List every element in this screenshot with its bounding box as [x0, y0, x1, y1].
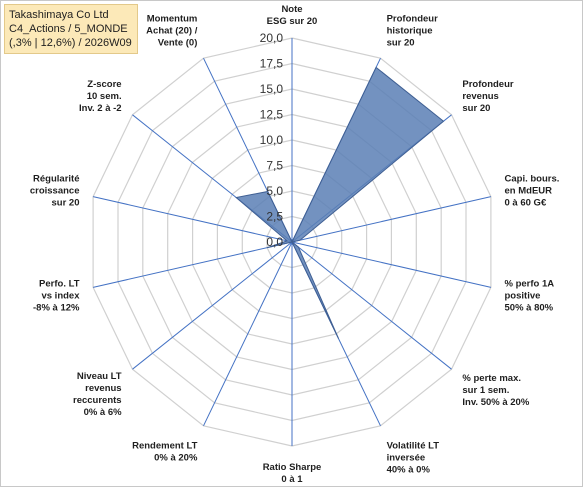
axis-label-line: historique	[387, 26, 433, 37]
axis-label-line: Capi. bours.	[505, 174, 560, 185]
axis-spoke	[291, 241, 452, 370]
axis-label-line: Inv. 2 à -2	[79, 103, 122, 114]
tick-label: 12,5	[260, 108, 284, 122]
axis-label: Rendement LT 0% à 20%	[132, 440, 198, 463]
tick-label: 5,0	[266, 184, 283, 198]
series-area	[235, 66, 445, 339]
axis-label-line: revenus	[85, 383, 121, 394]
axis-label-line: Inv. 50% à 20%	[462, 397, 529, 408]
range-and-week: (,3% | 12,6%) / 2026W09	[9, 37, 132, 49]
axis-label: Profondeur revenus sur 20	[462, 79, 513, 114]
axis-label-line: Ratio Sharpe	[263, 462, 322, 473]
axis-label-line: 50% à 80%	[505, 303, 554, 314]
axis-label-line: Achat (20) /	[146, 26, 198, 37]
axis-label: Ratio Sharpe 0 à 1	[263, 462, 322, 485]
axis-label-line: reccurents	[73, 395, 122, 406]
axis-label-line: vs index	[41, 291, 80, 302]
axis-label-line: sur 1 sem.	[462, 385, 509, 396]
axis-label-line: 0 à 1	[281, 474, 303, 485]
tick-label: 0,0	[266, 235, 283, 249]
axis-label-line: sur 20	[387, 38, 415, 49]
axis-label-line: Vente (0)	[158, 38, 198, 49]
axis-spoke	[92, 196, 293, 243]
axis-label-line: 10 sem.	[87, 91, 122, 102]
axis-label-line: sur 20	[462, 103, 490, 114]
axis-spoke	[132, 241, 293, 370]
axis-label-line: 0 à 60 G€	[505, 198, 547, 209]
axis-spoke	[291, 196, 492, 243]
axis-label: Profondeur historique sur 20	[387, 14, 438, 49]
axis-label-line: % perte max.	[462, 373, 521, 384]
axis-label-line: 0% à 6%	[84, 407, 123, 418]
axis-label-line: Profondeur	[462, 79, 513, 90]
axis-spoke	[92, 241, 293, 288]
axis-label-line: % perfo 1A	[505, 279, 555, 290]
axis-label-line: Régularité	[33, 174, 79, 185]
axis-label-line: positive	[505, 291, 541, 302]
tick-label: 2,5	[266, 210, 283, 224]
axis-label: Perfo. LT vs index -8% à 12%	[33, 279, 80, 314]
tick-label: 20,0	[260, 31, 284, 45]
axis-label: Volatilité LT inversée 40% à 0%	[387, 440, 440, 475]
tick-label: 10,0	[260, 133, 284, 147]
axis-label-line: Profondeur	[387, 14, 438, 25]
axis-label: Momentum Achat (20) / Vente (0)	[146, 14, 198, 49]
axis-label-line: Volatilité LT	[387, 440, 440, 451]
axis-label: % perte max. sur 1 sem. Inv. 50% à 20%	[462, 373, 529, 408]
axis-label: Niveau LT revenus reccurents 0% à 6%	[73, 371, 122, 418]
axis-label: Régularité croissance sur 20	[30, 174, 80, 209]
axis-label-line: revenus	[462, 91, 498, 102]
axis-label: Note ESG sur 20	[267, 4, 318, 27]
axis-spoke	[291, 241, 492, 288]
axis-label-line: Niveau LT	[77, 371, 122, 382]
axis-label-line: -8% à 12%	[33, 303, 80, 314]
axis-label-line: ESG sur 20	[267, 16, 318, 27]
axis-label-line: Rendement LT	[132, 440, 197, 451]
tick-label: 17,5	[260, 57, 284, 71]
radar-series	[235, 66, 445, 339]
axis-label: Z-score 10 sem. Inv. 2 à -2	[79, 79, 122, 114]
axis-label-line: sur 20	[52, 198, 80, 209]
axis-label-line: Z-score	[87, 79, 121, 90]
info-box: Takashimaya Co Ltd C4_Actions / 5_MONDE …	[4, 4, 138, 54]
axis-label-line: en MdEUR	[505, 186, 553, 197]
axis-label: Capi. bours. en MdEUR 0 à 60 G€	[505, 174, 560, 209]
portfolio-category: C4_Actions / 5_MONDE	[9, 23, 128, 35]
axis-label-line: Note	[281, 4, 302, 15]
axis-label-line: inversée	[387, 452, 426, 463]
tick-label: 7,5	[266, 159, 283, 173]
axis-spoke	[203, 241, 293, 427]
company-name: Takashimaya Co Ltd	[9, 9, 109, 21]
radar-axis-labels: Note ESG sur 20 Profondeur historique sur 20…	[30, 4, 560, 485]
axis-label-line: 40% à 0%	[387, 464, 431, 475]
axis-label-line: croissance	[30, 186, 80, 197]
tick-label: 15,0	[260, 82, 284, 96]
radar-tick-labels: 0,0 2,5 5,0 7,5 10,0 12,5 15,0 17,5 20,0	[260, 31, 284, 249]
axis-label-line: Perfo. LT	[39, 279, 80, 290]
axis-label: % perfo 1A positive 50% à 80%	[505, 279, 555, 314]
axis-label-line: Momentum	[147, 14, 198, 25]
axis-label-line: 0% à 20%	[154, 452, 198, 463]
